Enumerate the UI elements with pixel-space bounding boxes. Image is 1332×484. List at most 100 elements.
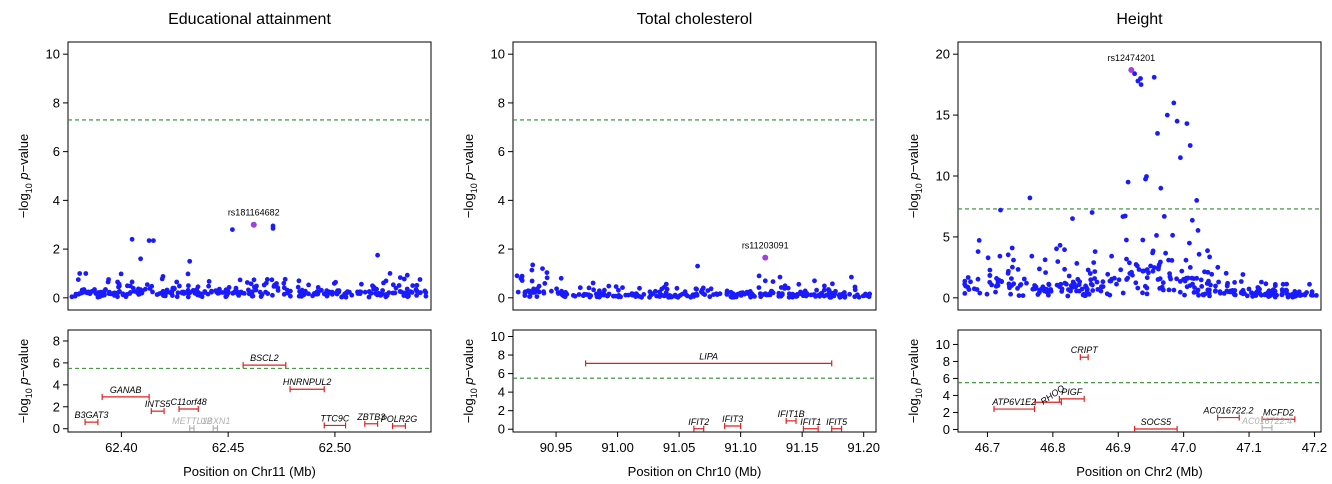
snp-point [527, 288, 532, 294]
snp-point [1046, 292, 1051, 298]
gene-label: TTC9C [320, 413, 350, 423]
y-tick-label: 2 [498, 242, 505, 257]
lead-snp-point [762, 254, 769, 261]
snp-point [1250, 294, 1255, 299]
snp-point [1122, 213, 1128, 219]
snp-point [975, 276, 981, 282]
snp-point [971, 286, 977, 292]
snp-point [1207, 254, 1212, 260]
snp-point [1268, 293, 1273, 298]
panel-title: Height [1116, 11, 1163, 28]
snp-point [422, 288, 428, 294]
snp-point [375, 252, 380, 258]
gene-label: GANAB [110, 385, 142, 395]
snp-point [264, 277, 270, 282]
snp-point [544, 270, 550, 275]
snp-point [591, 287, 596, 293]
y-tick-label: 4 [53, 193, 60, 208]
gene-label: CRIPT [1071, 345, 1100, 355]
snp-point [1154, 233, 1159, 238]
snp-point [962, 291, 968, 296]
snp-point [623, 292, 629, 298]
snp-point [1108, 278, 1114, 284]
snp-point [633, 294, 638, 299]
snp-point [1116, 277, 1122, 283]
snp-point [1280, 289, 1285, 295]
snp-point [1124, 256, 1129, 262]
snp-point [387, 271, 393, 276]
snp-point [417, 277, 423, 282]
snp-point [534, 294, 540, 299]
snp-point [790, 294, 795, 299]
snp-point [390, 282, 396, 288]
x-tick-label: 91.00 [601, 440, 634, 455]
snp-point [1158, 185, 1164, 191]
snp-point [535, 286, 540, 292]
x-tick-label: 62.50 [319, 440, 352, 455]
snp-point [782, 283, 788, 289]
snp-point [1009, 245, 1015, 251]
snp-point [179, 289, 185, 295]
snp-point [241, 291, 247, 296]
snp-point [1037, 290, 1042, 295]
snp-point [1075, 276, 1081, 282]
snp-point [159, 276, 165, 282]
snp-point [1021, 276, 1027, 282]
snp-point [1124, 277, 1129, 282]
snp-point [738, 290, 743, 296]
snp-point [814, 287, 819, 293]
snp-point [699, 287, 705, 293]
snp-point [620, 285, 625, 290]
snp-point [1133, 262, 1139, 267]
snp-point [1020, 293, 1026, 298]
snp-point [1133, 280, 1139, 286]
snp-point [1109, 253, 1114, 259]
snp-point [1124, 237, 1129, 243]
snp-point [1065, 293, 1071, 299]
snp-point [663, 281, 669, 287]
snp-point [1084, 286, 1090, 292]
gene-label: C11orf48 [170, 397, 206, 407]
snp-point [778, 285, 784, 290]
snp-point [1157, 286, 1163, 291]
snp-point [100, 290, 106, 296]
snp-point [965, 275, 971, 280]
snp-point [1142, 283, 1148, 289]
snp-point [313, 290, 318, 296]
snp-point [756, 285, 762, 290]
snp-point [1129, 269, 1134, 275]
snp-point [272, 282, 277, 288]
snp-point [118, 271, 124, 277]
y-tick-label: 4 [498, 193, 505, 208]
y-tick-label: 0 [53, 421, 60, 436]
snp-point [605, 293, 611, 298]
snp-point [1190, 281, 1195, 287]
snp-point [812, 278, 817, 284]
snp-point [383, 278, 389, 284]
snp-point [1240, 287, 1246, 293]
x-tick-label: 91.05 [663, 440, 696, 455]
gene-label: IFIT1 [800, 417, 821, 427]
snp-point [134, 290, 140, 295]
y-axis-label: −log10 p−value [461, 339, 479, 424]
panel-0: Educational attainment 0 2 4 6 8 10 −log10 p−va… [16, 11, 432, 479]
snp-point [1171, 100, 1177, 106]
gene-hnrnpul2: HNRNPUL2 [283, 377, 331, 393]
snp-point [371, 286, 376, 292]
snp-point [1015, 267, 1021, 272]
snp-point [1054, 246, 1059, 252]
snp-point [1066, 273, 1072, 279]
snp-point [987, 273, 993, 278]
snp-point [410, 283, 416, 288]
y-tick-label: 8 [53, 95, 60, 110]
snp-point [1184, 121, 1190, 126]
snp-point [598, 293, 603, 298]
snp-point [1090, 282, 1095, 288]
snp-point [138, 256, 144, 262]
snp-point [1206, 290, 1212, 296]
y-tick-label: 10 [46, 47, 60, 62]
gene-c11orf48: C11orf48 [170, 397, 207, 412]
snp-point [404, 272, 410, 278]
x-tick-label: 91.20 [847, 440, 880, 455]
gene-mettl12: METTL12 [172, 416, 212, 432]
